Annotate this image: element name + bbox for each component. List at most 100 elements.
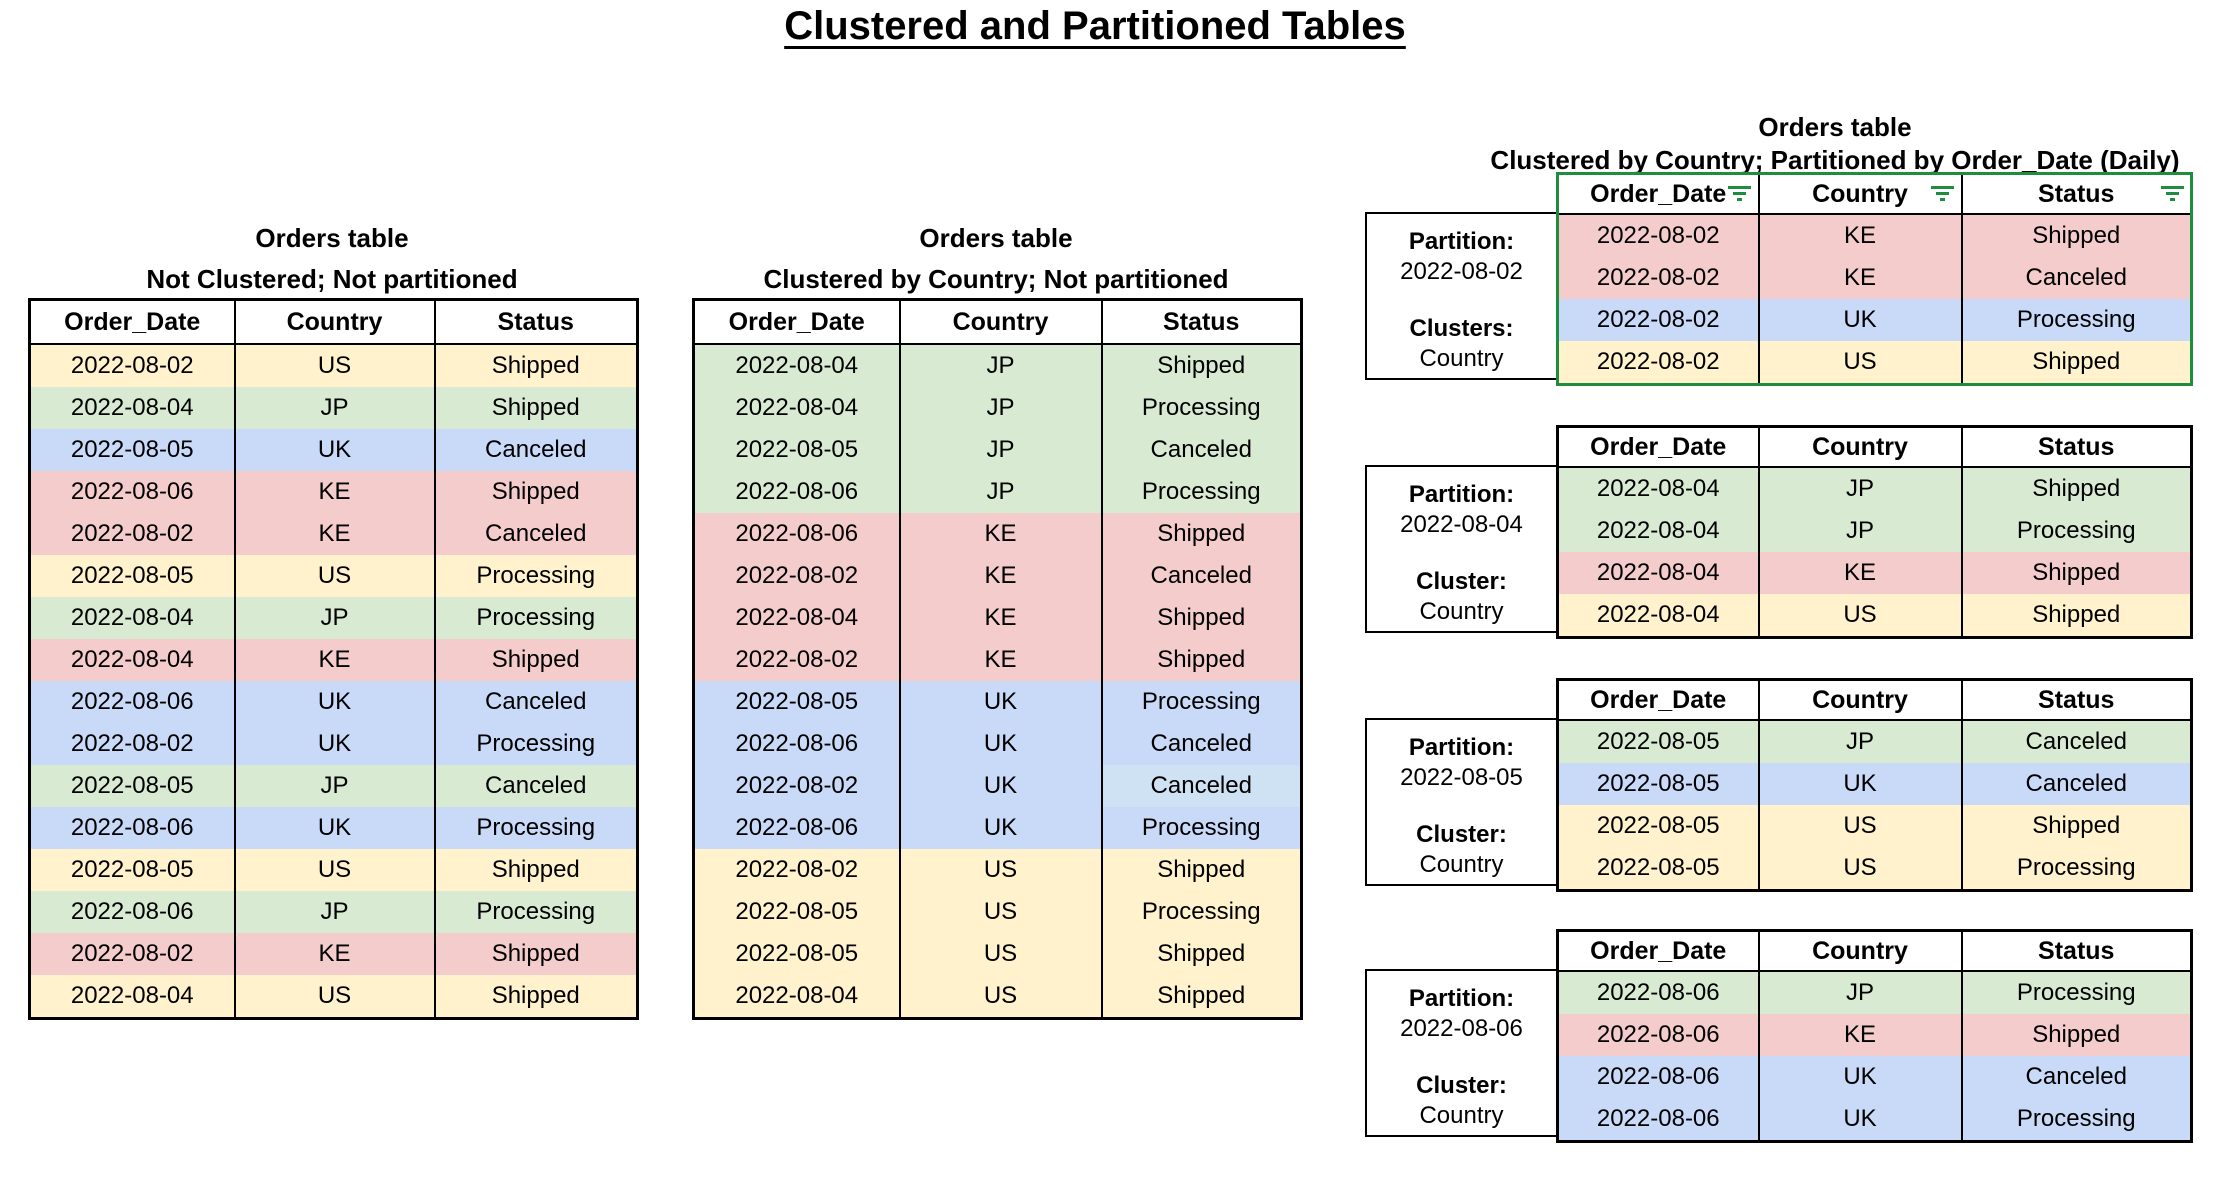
country-cell: JP: [898, 344, 1103, 387]
country-cell: KE: [898, 513, 1103, 555]
order-date-cell: 2022-08-05: [692, 681, 901, 723]
country-cell: JP: [1757, 467, 1963, 510]
column-header-status: Status: [1960, 425, 2193, 468]
table-row: 2022-08-02 UK Canceled: [692, 765, 1303, 807]
table-row: 2022-08-06 JP Processing: [692, 471, 1303, 513]
table-row: 2022-08-04 JP Shipped: [692, 344, 1303, 387]
status-cell: Canceled: [433, 681, 639, 723]
cluster-value: Country: [1419, 1102, 1504, 1129]
column-header-label: Country: [1812, 685, 1908, 714]
cluster-label: Cluster:: [1416, 821, 1507, 848]
status-cell: Processing: [1100, 891, 1303, 933]
order-date-cell: 2022-08-06: [692, 513, 901, 555]
header-row: Order_Date Country Status: [28, 298, 639, 345]
column-header-label: Country: [286, 307, 383, 336]
status-cell: Shipped: [1100, 849, 1303, 891]
column-header-label: Status: [2038, 936, 2115, 965]
status-cell: Processing: [433, 555, 639, 597]
status-cell: Canceled: [1960, 257, 2193, 299]
order-date-cell: 2022-08-05: [28, 429, 236, 471]
order-date-cell: 2022-08-04: [692, 597, 901, 639]
status-cell: Canceled: [1100, 723, 1303, 765]
column-header-label: Country: [1812, 179, 1908, 208]
status-cell: Shipped: [433, 975, 639, 1019]
status-cell: Shipped: [1960, 552, 2193, 594]
column-header-status: Status: [1100, 298, 1303, 345]
order-date-cell: 2022-08-02: [28, 513, 236, 555]
table-row: 2022-08-02 US Shipped: [1556, 341, 2193, 385]
status-cell: Processing: [433, 807, 639, 849]
order-date-cell: 2022-08-05: [1556, 847, 1760, 891]
table-row: 2022-08-06 KE Shipped: [28, 471, 639, 513]
status-cell: Shipped: [1960, 467, 2193, 510]
country-cell: KE: [233, 513, 436, 555]
table-row: 2022-08-04 KE Shipped: [692, 597, 1303, 639]
status-cell: Shipped: [1960, 341, 2193, 385]
status-cell: Shipped: [433, 387, 639, 429]
order-date-cell: 2022-08-02: [1556, 257, 1760, 299]
partition-label: Partition:: [1408, 228, 1515, 255]
status-cell: Canceled: [1960, 1056, 2193, 1098]
orders-table-not-clustered: Order_Date Country Status 2022-08-02 US Shipp…: [28, 298, 639, 1020]
country-cell: UK: [233, 681, 436, 723]
status-cell: Processing: [1960, 847, 2193, 891]
status-cell: Processing: [433, 597, 639, 639]
status-cell: Processing: [1100, 807, 1303, 849]
partition-table-2022-08-06: Order_Date Country Status 2022-08-06 JP Proce…: [1556, 929, 2193, 1143]
table-row: 2022-08-05 UK Processing: [692, 681, 1303, 723]
partition-label-box-2022-08-06: Partition: 2022-08-06 Cluster: Country: [1365, 969, 1556, 1137]
column-header-order_date: Order_Date: [1556, 425, 1760, 468]
right-section-subtitle: Clustered by Country; Partitioned by Ord…: [1490, 145, 2180, 175]
table-row: 2022-08-06 JP Processing: [1556, 971, 2193, 1014]
table-row: 2022-08-05 US Processing: [692, 891, 1303, 933]
column-header-label: Order_Date: [64, 307, 201, 336]
status-cell: Shipped: [433, 471, 639, 513]
partition-value: 2022-08-05: [1400, 764, 1523, 791]
middle-table-subtitle: Clustered by Country; Not partitioned: [763, 264, 1229, 294]
order-date-cell: 2022-08-05: [1556, 805, 1760, 847]
middle-table-heading: Orders table Clustered by Country; Not p…: [692, 222, 1300, 298]
country-cell: KE: [233, 639, 436, 681]
table-row: 2022-08-06 UK Processing: [28, 807, 639, 849]
partition-table-2022-08-04: Order_Date Country Status 2022-08-04 JP Shipp…: [1556, 425, 2193, 639]
status-cell: Shipped: [1960, 214, 2193, 257]
left-table-title: Orders table: [255, 223, 409, 253]
country-cell: JP: [898, 429, 1103, 471]
country-cell: UK: [898, 765, 1103, 807]
right-section-title: Orders table: [1758, 112, 1912, 142]
country-cell: UK: [898, 681, 1103, 723]
column-header-country: Country: [1757, 678, 1963, 721]
order-date-cell: 2022-08-04: [692, 975, 901, 1019]
partition-table-2022-08-05: Order_Date Country Status 2022-08-05 JP Cance…: [1556, 678, 2193, 892]
status-cell: Shipped: [1100, 933, 1303, 975]
table-row: 2022-08-06 UK Canceled: [28, 681, 639, 723]
column-header-status: Status: [433, 298, 639, 345]
table-row: 2022-08-05 UK Canceled: [28, 429, 639, 471]
partition-value: 2022-08-06: [1400, 1015, 1523, 1042]
status-cell: Shipped: [433, 344, 639, 387]
column-header-label: Order_Date: [1590, 179, 1727, 208]
country-cell: JP: [1757, 720, 1963, 763]
country-cell: KE: [1757, 257, 1963, 299]
order-date-cell: 2022-08-06: [1556, 1056, 1760, 1098]
column-header-label: Country: [1812, 936, 1908, 965]
table-row: 2022-08-05 UK Canceled: [1556, 763, 2193, 805]
column-header-country: Country: [1757, 425, 1963, 468]
status-cell: Processing: [1100, 681, 1303, 723]
status-cell: Shipped: [1100, 344, 1303, 387]
partition-value: 2022-08-02: [1400, 258, 1523, 285]
country-cell: KE: [898, 639, 1103, 681]
middle-table-title: Orders table: [919, 223, 1073, 253]
status-cell: Processing: [1960, 1098, 2193, 1142]
cluster-value: Country: [1419, 851, 1504, 878]
order-date-cell: 2022-08-05: [28, 849, 236, 891]
table-row: 2022-08-04 US Shipped: [1556, 594, 2193, 638]
table-row: 2022-08-06 UK Canceled: [1556, 1056, 2193, 1098]
table-row: 2022-08-04 JP Processing: [692, 387, 1303, 429]
country-cell: JP: [233, 891, 436, 933]
status-cell: Canceled: [433, 513, 639, 555]
status-cell: Canceled: [1960, 720, 2193, 763]
table-row: 2022-08-05 US Shipped: [1556, 805, 2193, 847]
order-date-cell: 2022-08-05: [692, 933, 901, 975]
